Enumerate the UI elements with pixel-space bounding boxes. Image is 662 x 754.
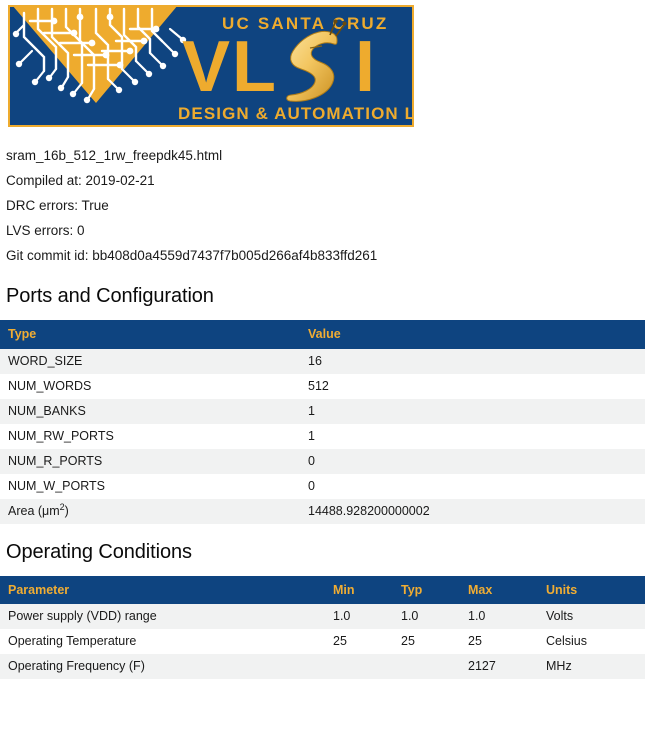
table-row: Area (μm2) 14488.928200000002 [0, 498, 645, 524]
table-row: NUM_WORDS 512 [0, 373, 645, 399]
column-header-typ: Typ [393, 575, 460, 604]
ports-configuration-table: Type Value WORD_SIZE 16 NUM_WORDS 512 NU… [0, 320, 645, 524]
cell-typ: 25 [401, 634, 415, 649]
logo-artwork: UC SANTA CRUZ VL I DESIGN & AUTOMATION [10, 7, 412, 125]
cell-value: 0 [308, 478, 315, 493]
circuit-triangle-icon [12, 7, 187, 104]
cell-units: MHz [546, 659, 572, 674]
cell-min: 25 [333, 634, 347, 649]
cell-value: 16 [308, 353, 322, 368]
cell-typ: 1.0 [401, 609, 419, 624]
column-header-type: Type [0, 320, 300, 349]
column-header-max: Max [460, 575, 538, 604]
column-header-min: Min [325, 575, 393, 604]
lvs-errors: LVS errors: 0 [6, 222, 85, 238]
cell-type: NUM_WORDS [8, 378, 92, 393]
cell-units: Volts [546, 609, 574, 624]
cell-min: 1.0 [333, 609, 351, 624]
table-row: NUM_W_PORTS 0 [0, 473, 645, 499]
cell-value: 0 [308, 453, 315, 468]
operating-section-heading: Operating Conditions [6, 540, 192, 563]
table-row: WORD_SIZE 16 [0, 348, 645, 374]
git-commit-id: Git commit id: bb408d0a4559d7437f7b005d2… [6, 247, 378, 263]
table-row: NUM_RW_PORTS 1 [0, 423, 645, 449]
cell-type: WORD_SIZE [8, 353, 83, 368]
vlsi-lab-logo: UC SANTA CRUZ VL I DESIGN & AUTOMATION [8, 5, 414, 127]
area-label-suffix: ) [64, 503, 69, 518]
cell-value: 512 [308, 378, 329, 393]
column-header-parameter: Parameter [0, 575, 325, 604]
cell-parameter: Operating Frequency (F) [8, 659, 145, 674]
area-label-prefix: Area (μm [8, 503, 60, 518]
table-row: Operating Temperature 25 25 25 Celsius [0, 629, 645, 654]
table-header-row: Type Value [0, 320, 645, 349]
logo-wordmark-vl: VL [182, 27, 278, 107]
report-filename: sram_16b_512_1rw_freepdk45.html [6, 147, 223, 163]
cell-typ [393, 654, 460, 679]
column-header-units: Units [538, 575, 645, 604]
column-header-value: Value [300, 320, 645, 349]
table-header-row: Parameter Min Typ Max Units [0, 575, 645, 604]
cell-type: NUM_BANKS [8, 403, 86, 418]
table-row: Operating Frequency (F) 2127 MHz [0, 654, 645, 679]
cell-parameter: Power supply (VDD) range [8, 609, 157, 624]
cell-parameter: Operating Temperature [8, 634, 137, 649]
logo-bottom-line: DESIGN & AUTOMATION LAB [178, 104, 412, 123]
cell-type: NUM_W_PORTS [8, 478, 106, 493]
report-metadata: sram_16b_512_1rw_freepdk45.html Compiled… [0, 143, 662, 268]
operating-conditions-table: Parameter Min Typ Max Units Power supply… [0, 575, 645, 679]
cell-type: NUM_R_PORTS [8, 453, 103, 468]
table-row: NUM_BANKS 1 [0, 398, 645, 424]
logo-wordmark-i: I [355, 27, 375, 107]
table-row: NUM_R_PORTS 0 [0, 448, 645, 474]
drc-errors: DRC errors: True [6, 197, 109, 213]
cell-units: Celsius [546, 634, 587, 649]
ports-section-heading: Ports and Configuration [6, 285, 214, 307]
cell-value-area: 14488.928200000002 [308, 503, 430, 518]
cell-max: 1.0 [468, 609, 486, 624]
cell-max: 2127 [468, 659, 496, 674]
banana-slug-icon [286, 19, 347, 102]
cell-type: NUM_RW_PORTS [8, 428, 114, 443]
cell-value: 1 [308, 403, 315, 418]
compiled-at: Compiled at: 2019-02-21 [6, 172, 155, 188]
area-label-exponent: 2 [59, 501, 65, 512]
cell-type-area: Area (μm2) [0, 499, 300, 524]
table-row: Power supply (VDD) range 1.0 1.0 1.0 Vol… [0, 604, 645, 629]
logo-top-line: UC SANTA CRUZ [222, 14, 388, 33]
cell-min [325, 654, 393, 679]
cell-value: 1 [308, 428, 315, 443]
cell-max: 25 [468, 634, 482, 649]
